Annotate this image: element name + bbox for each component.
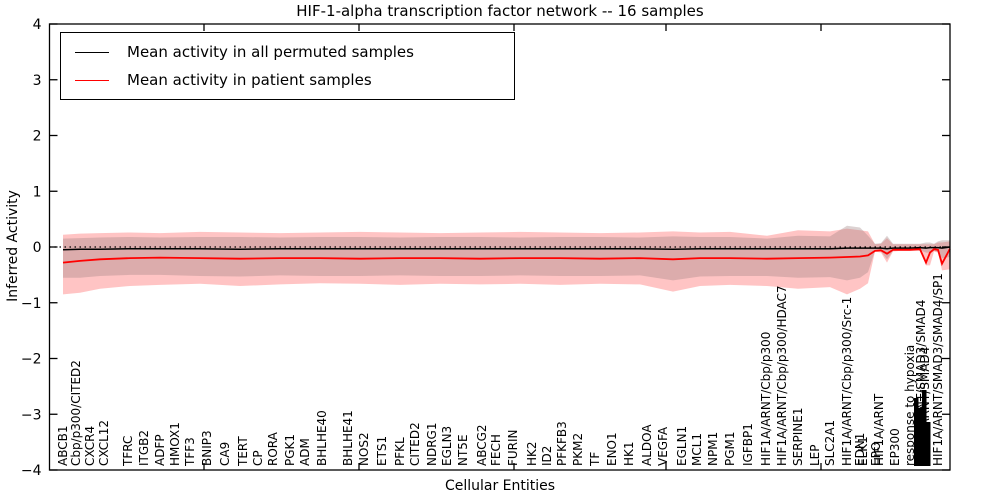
xtick-entity-label: VEGFA [656,426,670,466]
xtick-entity-label: HIF1A/ARNT/SMAD3/SMAD4/SP1 [931,273,945,466]
xtick-entity-label: LEP [808,444,822,466]
xtick-entity-label: CITED2 [408,422,422,466]
xtick-entity-label: CXCL12 [97,420,111,466]
xtick-entity-label: ABCB1 [56,426,70,466]
overlapping-labels-blob [918,408,923,466]
legend-label-permuted: Mean activity in all permuted samples [127,43,414,61]
overlapping-labels-blob [922,390,927,466]
xtick-entity-label: FECH [489,434,503,466]
y-tick-label: −4 [21,463,42,479]
legend-label-patient: Mean activity in patient samples [127,71,372,89]
xtick-entity-label: HIF1A/ARNT/Cbp/p300/Src-1 [840,297,854,466]
xtick-entity-label: TFRC [121,436,135,467]
xtick-entity-label: TFF3 [183,437,197,467]
y-axis-label: Inferred Activity [5,190,21,302]
xtick-entity-label: response to hypoxia [903,345,917,466]
xtick-entity-label: HIF1A/ARNT/SMAD4 [918,347,932,466]
xtick-entity-label: ITGB2 [137,430,151,466]
legend: Mean activity in all permuted samples Me… [60,32,515,100]
xtick-entity-label: BNIP3 [200,430,214,466]
patient-line-swatch [75,79,109,81]
xtick-entity-label: PGM1 [723,431,737,466]
xtick-entity-label: SERPINE1 [791,407,805,466]
xtick-entity-label: ADFP [153,434,167,466]
xtick-entity-label: BHLHE40 [315,410,329,466]
y-tick-label: 1 [33,184,42,200]
xtick-entity-label: PFKL [393,437,407,466]
xtick-entity-label: ADM [298,438,312,466]
overlapping-labels-blob [914,398,919,466]
xtick-entity-label: CP [251,450,265,466]
xtick-entity-label: TF [588,452,602,467]
xtick-entity-label: ENO1 [605,432,619,466]
xtick-entity-label: ABCG2 [475,424,489,466]
xtick-entity-label: SLC2A1 [823,420,837,466]
xtick-entity-label: ID2 [540,446,554,466]
xtick-entity-label: TERT [236,436,250,467]
xtick-entity-label: HIF1A/ARNT [872,393,886,466]
y-tick-label: −1 [21,296,42,312]
legend-item-permuted: Mean activity in all permuted samples [61,43,514,61]
xtick-entity-label: ALDOA [640,424,654,466]
xtick-entity-label: ETS1 [375,436,389,466]
xtick-entity-label: ELK1 [856,436,870,466]
y-tick-label: 2 [33,129,42,145]
xtick-entity-label: RORA [266,431,280,466]
xtick-entity-label: PKM2 [571,433,585,466]
xtick-entity-label: EPO [869,442,883,466]
y-tick-label: 3 [33,73,42,89]
permuted-std-band [63,225,950,281]
y-tick-label: 0 [33,240,42,256]
xtick-entity-label: CXCR4 [83,426,97,466]
permuted-mean-line [62,246,951,251]
xtick-entity-label: HIF1A/ARNT/Cbp/p300 [759,332,773,466]
xtick-entity-label: EP300 [888,428,902,466]
y-tick-label: −3 [21,407,42,423]
xtick-entity-label: EGLN3 [440,426,454,466]
xtick-entity-label: HIF1A/ARNT/Cbp/p300/HDAC7 [775,285,789,466]
xtick-entity-label: FURIN [506,429,520,466]
patient-std-band [63,228,950,295]
xtick-entity-label: NPM1 [706,432,720,466]
xtick-entity-label: HIF1A/ARNT/SMAD3/SMAD4 [914,300,928,466]
xtick-entity-label: NOS2 [357,432,371,466]
xtick-entity-label: HK1 [622,441,636,466]
xtick-entity-label: HK2 [525,441,539,466]
overlapping-labels-blob [926,422,931,466]
xtick-entity-label: NDRG1 [425,423,439,467]
chart-title: HIF-1-alpha transcription factor network… [296,2,704,20]
permuted-line-swatch [75,51,109,53]
xtick-entity-label: BHLHE41 [341,410,355,466]
y-tick-label: −2 [21,352,42,368]
xtick-entity-label: Cbp/p300/CITED2 [69,360,83,466]
legend-item-patient: Mean activity in patient samples [61,71,514,89]
xtick-entity-label: MCL1 [690,433,704,466]
xtick-entity-label: IGFBP1 [741,423,755,466]
patient-mean-line [62,248,951,267]
xtick-entity-label: CA9 [218,442,232,466]
x-axis-label: Cellular Entities [444,478,556,494]
xtick-entity-label: NT5E [456,434,470,466]
y-tick-label: 4 [33,17,42,33]
xtick-entity-label: EDN1 [853,433,867,466]
xtick-entity-label: EGLN1 [675,426,689,466]
xtick-entity-label: PGK1 [283,434,297,466]
xtick-entity-label: HMOX1 [168,422,182,466]
xtick-entity-label: PFKFB3 [555,421,569,466]
